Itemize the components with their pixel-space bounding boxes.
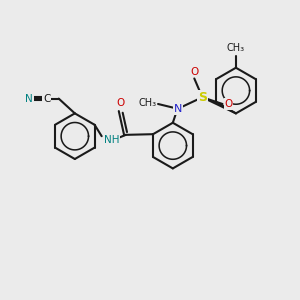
Text: O: O bbox=[224, 99, 233, 109]
Text: C: C bbox=[43, 94, 50, 103]
Text: O: O bbox=[116, 98, 124, 108]
Text: CH₃: CH₃ bbox=[227, 43, 245, 53]
Text: NH: NH bbox=[103, 135, 119, 145]
Text: N: N bbox=[174, 104, 182, 114]
Text: S: S bbox=[198, 91, 207, 104]
Text: N: N bbox=[25, 94, 33, 103]
Text: O: O bbox=[190, 67, 198, 76]
Text: CH₃: CH₃ bbox=[138, 98, 156, 108]
